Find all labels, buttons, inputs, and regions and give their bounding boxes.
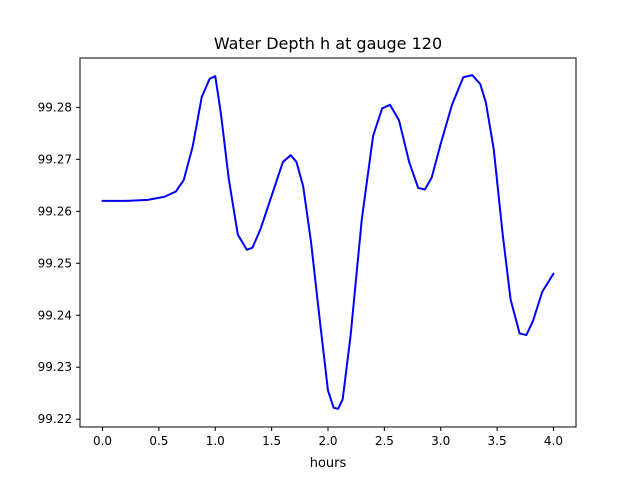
y-tick-label: 99.23 [38, 360, 72, 374]
y-tick-label: 99.25 [38, 256, 72, 270]
x-tick-label: 2.5 [375, 434, 394, 448]
plot-area: 0.0 0.5 1.0 1.5 2.0 2.5 3.0 3.5 4.0 99.22 99.23 99.… [38, 57, 577, 448]
y-tick-label: 99.26 [38, 204, 72, 218]
x-axis-label: hours [310, 456, 347, 471]
x-tick-label: 4.0 [544, 434, 563, 448]
y-tick-label: 99.22 [38, 412, 72, 426]
x-tick-label: 3.5 [488, 434, 507, 448]
y-tick-label: 99.28 [38, 100, 72, 114]
chart-title: Water Depth h at gauge 120 [214, 34, 442, 53]
x-tick-label: 0.5 [149, 434, 168, 448]
y-tick-label: 99.24 [38, 308, 72, 322]
y-tick-label: 99.27 [38, 152, 72, 166]
x-tick-label: 3.0 [431, 434, 450, 448]
x-tick-label: 1.5 [262, 434, 281, 448]
series-line-0 [101, 74, 555, 410]
x-tick-label: 1.0 [206, 434, 225, 448]
x-tick-label: 0.0 [93, 434, 112, 448]
x-tick-label: 2.0 [318, 434, 337, 448]
